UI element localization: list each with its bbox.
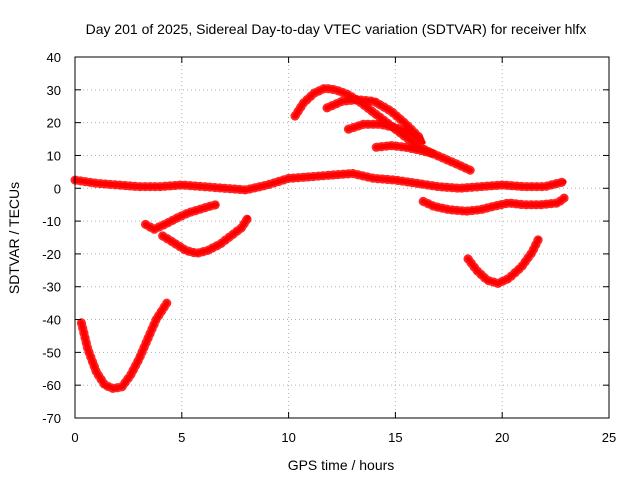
series-arc-3-markers: [158, 213, 253, 258]
chart-title: Day 201 of 2025, Sidereal Day-to-day VTE…: [86, 21, 587, 37]
y-tick-label: -10: [42, 214, 61, 229]
y-tick-label: -30: [42, 280, 61, 295]
y-tick-label: 40: [47, 50, 61, 65]
series-arc-5-markers: [290, 83, 475, 175]
y-tick-label: -20: [42, 247, 61, 262]
series-arc-9-markers: [418, 193, 569, 216]
x-tick-label: 25: [602, 430, 616, 445]
grid: [75, 57, 609, 418]
axis-ticks: 0 5 10 15 20 25 -70 -60 -50 -40 -30 -20 -10 0 10 20 30 40: [42, 50, 616, 445]
x-tick-label: 15: [388, 430, 402, 445]
x-tick-label: 20: [495, 430, 509, 445]
series-arc-6-markers: [322, 95, 426, 144]
x-tick-label: 10: [281, 430, 295, 445]
x-tick-label: 5: [178, 430, 185, 445]
series-arc-10-markers: [463, 234, 543, 288]
y-tick-label: -50: [42, 345, 61, 360]
series-arc-7-markers: [343, 119, 428, 147]
y-tick-label: 30: [47, 83, 61, 98]
y-tick-label: 0: [54, 181, 61, 196]
x-axis-label: GPS time / hours: [288, 457, 395, 473]
y-axis-label: SDTVAR / TECUs: [6, 182, 22, 294]
y-tick-label: -70: [42, 411, 61, 426]
x-tick-label: 0: [71, 430, 78, 445]
y-tick-label: 10: [47, 148, 61, 163]
series-arc-8-markers: [371, 141, 439, 159]
series-arc-1-markers: [76, 298, 172, 393]
data-series-group: [70, 83, 569, 393]
y-tick-label: -60: [42, 378, 61, 393]
plot-frame: [74, 56, 610, 419]
series-arc-2-markers: [141, 200, 221, 234]
series-arc-4-markers: [70, 169, 569, 195]
y-tick-label: 20: [47, 116, 61, 131]
y-tick-label: -40: [42, 313, 61, 328]
